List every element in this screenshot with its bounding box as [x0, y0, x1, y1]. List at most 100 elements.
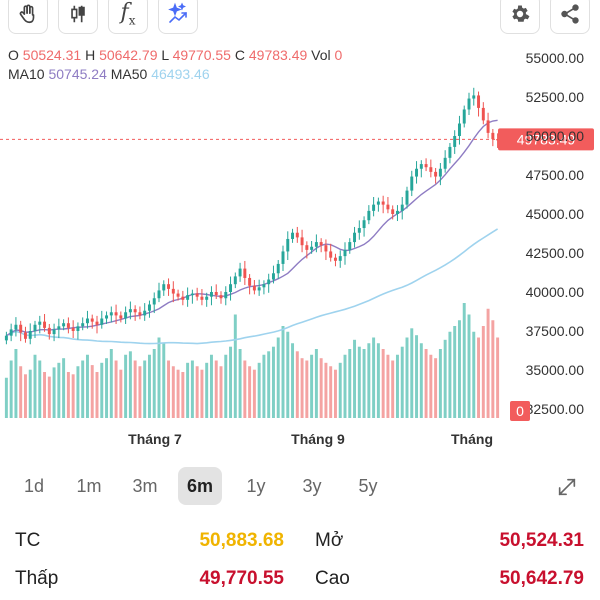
low-value: 49770.55 — [172, 47, 231, 63]
candle-body — [400, 204, 404, 211]
volume-bar — [186, 362, 190, 418]
current-price-tag — [498, 128, 594, 151]
candle-body — [4, 335, 8, 341]
volume-bar — [419, 343, 423, 418]
ma50-label: MA50 — [110, 66, 148, 82]
period-1m[interactable]: 1m — [76, 475, 102, 496]
volume-bar — [167, 360, 171, 418]
hand-tool-button[interactable] — [8, 0, 48, 34]
volume-bar — [405, 337, 409, 418]
candle-body — [81, 323, 85, 327]
volume-bar — [176, 369, 180, 418]
ai-tool-button[interactable] — [158, 0, 198, 34]
y-tick-label: 45000.00 — [526, 206, 585, 222]
candle-body — [252, 285, 256, 291]
volume-bar — [276, 337, 280, 418]
period-6m[interactable]: 6m — [178, 467, 222, 505]
period-3m[interactable]: 3m — [132, 475, 158, 496]
volume-bar — [100, 362, 104, 418]
candle-body — [386, 204, 390, 210]
candle-body — [124, 312, 128, 319]
volume-bar — [457, 320, 461, 418]
candle-body — [152, 298, 156, 305]
ma10-value: 50745.24 — [48, 66, 107, 82]
volume-bar — [9, 360, 13, 418]
candle-body — [209, 292, 213, 297]
volume-bar — [438, 349, 442, 418]
candle-body — [429, 167, 433, 172]
hand-icon — [19, 4, 35, 24]
candle-body — [214, 292, 218, 296]
period-1y[interactable]: 1y — [246, 475, 266, 496]
volume-bar — [229, 346, 233, 418]
sparkle-icon — [168, 2, 187, 23]
candle-body — [491, 132, 495, 140]
candle-body — [23, 332, 27, 339]
candle-body — [405, 190, 409, 205]
candle-body — [343, 249, 347, 257]
period-selector: 1d 1m 3m 6m 1y 3y 5y — [10, 467, 590, 507]
candle-body — [362, 220, 366, 229]
current-price-label: 49783.49 — [517, 131, 576, 147]
candle-body — [276, 263, 280, 274]
candlestick-icon — [71, 5, 85, 23]
tc-value: 50,883.68 — [199, 530, 284, 551]
candle-body — [329, 251, 333, 258]
candle-body — [310, 246, 314, 250]
candle-body — [300, 237, 304, 246]
volume-bar — [386, 354, 390, 418]
candle-body — [14, 324, 18, 330]
volume-bar — [410, 328, 414, 418]
candle-body — [453, 136, 457, 147]
candle-body — [219, 295, 223, 299]
candle-body — [176, 293, 180, 297]
function-tool-button[interactable]: fx — [108, 0, 148, 34]
price-chart[interactable]: 49783.49 55000.00 52500.00 50000.00 47500.00… — [0, 40, 600, 460]
candle-body — [238, 268, 242, 277]
y-tick-label: 47500.00 — [526, 167, 585, 183]
candle-body — [33, 324, 37, 331]
period-3y[interactable]: 3y — [302, 475, 322, 496]
gear-icon — [512, 5, 530, 22]
volume-bar — [319, 358, 323, 418]
volume-bar — [109, 349, 113, 418]
candle-body — [114, 312, 118, 316]
candle-body — [181, 296, 185, 300]
volume-bar — [238, 349, 242, 418]
share-button[interactable] — [550, 0, 590, 34]
close-label: C — [234, 47, 245, 63]
y-tick-label: 40000.00 — [526, 284, 585, 300]
candle-body — [367, 210, 371, 221]
volume-bar — [367, 343, 371, 418]
volume-bar — [124, 354, 128, 418]
expand-icon[interactable] — [556, 476, 578, 498]
candle-body — [233, 276, 237, 285]
candle-body — [372, 204, 376, 211]
volume-bar — [252, 369, 256, 418]
volume-bar — [195, 366, 199, 418]
volume-bar — [243, 360, 247, 418]
volume-bar — [209, 354, 213, 418]
candle-body — [171, 288, 175, 294]
settings-button[interactable] — [500, 0, 540, 34]
volume-bar — [338, 362, 342, 418]
candle-body — [424, 164, 428, 168]
volume-bar — [429, 354, 433, 418]
volume-bar — [90, 365, 94, 418]
candle-body — [90, 318, 94, 322]
candle-body — [143, 310, 147, 316]
candle-body — [205, 296, 209, 300]
candle-body — [257, 287, 261, 291]
candle-body — [443, 157, 447, 169]
y-tick-label: 32500.00 — [526, 401, 585, 417]
candle-body — [496, 139, 500, 141]
period-1d[interactable]: 1d — [23, 475, 45, 496]
candle-body — [85, 318, 89, 324]
candlestick-tool-button[interactable] — [58, 0, 98, 34]
volume-bar — [71, 374, 75, 418]
volume-bar — [324, 362, 328, 418]
candle-body — [133, 309, 137, 313]
high-label: H — [85, 47, 96, 63]
period-5y[interactable]: 5y — [358, 475, 378, 496]
volume-bar — [329, 366, 333, 418]
